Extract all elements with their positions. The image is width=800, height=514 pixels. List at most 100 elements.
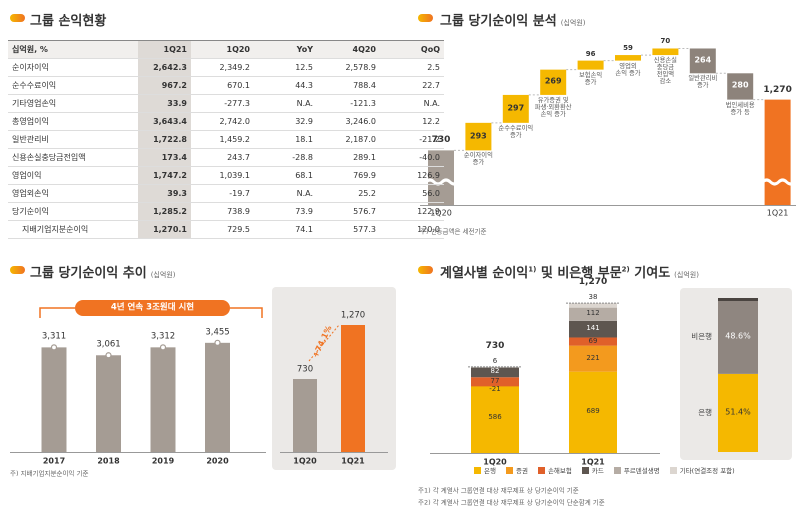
title-part: 그룹 당기순이익 분석 — [440, 14, 557, 29]
value-label: 1,270 — [340, 310, 366, 321]
unit-label: (십억원) — [560, 19, 586, 27]
footnote: 주) 지배기업지분순이익 기준 — [10, 469, 89, 478]
table-cell: 2,578.9 — [317, 58, 380, 77]
row-label: 영업이익 — [8, 166, 138, 185]
legend-label: 푸르덴셜생명 — [623, 467, 660, 475]
title-text: 그룹 당기순이익 추이 — [30, 262, 147, 281]
x-tick-label: 2018 — [97, 456, 120, 466]
category-label: 영업외 손익 증가 — [615, 62, 641, 77]
bar — [293, 379, 317, 452]
delta-bar — [540, 69, 567, 95]
legend-item: 카드 — [581, 465, 604, 475]
segment-name: 은행 — [698, 407, 712, 417]
table-cell: -21.2 — [380, 130, 444, 149]
table-cell: 3,246.0 — [317, 112, 380, 131]
table-cell: 1,270.1 — [138, 220, 191, 239]
table-cell: 120.0 — [380, 220, 444, 239]
legend-label: 증권 — [515, 467, 528, 475]
row-label: 당기순이익 — [8, 202, 138, 221]
value-label: 297 — [507, 103, 525, 113]
value-label: 3,311 — [41, 331, 67, 342]
banner-bracket — [39, 307, 263, 318]
table-cell: 577.3 — [317, 220, 380, 239]
table-cell: 967.2 — [138, 76, 191, 95]
table-cell: 2,349.2 — [191, 58, 254, 77]
category-label: 신용손실 충당금 전입액 감소 — [653, 57, 677, 85]
table-cell: 3,643.4 — [138, 112, 191, 131]
stack-segment — [569, 303, 617, 308]
title-icon — [10, 14, 25, 22]
total-label: 1,270 — [578, 277, 608, 288]
table-cell: -40.0 — [380, 148, 444, 167]
category-label: 순이자이익 증가 — [463, 152, 493, 167]
panel-title: 그룹 당기순이익 분석 (십억원) — [440, 10, 586, 29]
table-cell: 173.4 — [138, 148, 191, 167]
title-part: 그룹 당기순이익 추이 — [30, 266, 147, 281]
footnote: 주2) 각 계열사 그룹연결 대상 재무제표 상 당기순이익 단순합계 기준 — [418, 498, 605, 507]
bar-cap — [718, 298, 758, 301]
total-label: 730 — [485, 340, 505, 351]
category-label: 법인세비용 증가 등 — [725, 101, 755, 116]
table-cell: 1,039.1 — [191, 166, 254, 185]
table-cell: 243.7 — [191, 148, 254, 167]
segment-label: 586 — [488, 413, 502, 422]
stack-segment — [569, 345, 617, 372]
value-label: 59 — [623, 44, 633, 53]
legend-label: 손해보험 — [547, 467, 572, 475]
table-cell: 2.5 — [380, 58, 444, 77]
title-part: 계열사별 순이익 — [440, 266, 529, 281]
table-cell: 769.9 — [317, 166, 380, 185]
row-label: 신용손실충당금전입액 — [8, 148, 138, 167]
segment-label: 51.4% — [725, 407, 751, 417]
table-row: 영업이익 1,747.2 1,039.1 68.1 769.9 126.9 — [8, 166, 444, 185]
stack-segment — [718, 300, 758, 374]
delta-bar — [502, 94, 529, 123]
legend-label: 기타(연결조정 포함) — [679, 467, 735, 475]
table-cell: 12.2 — [380, 112, 444, 131]
stack-segment — [471, 383, 519, 453]
row-label: 순이자이익 — [8, 58, 138, 77]
table-row: 영업외손익 39.3 -19.7 N.A. 25.2 56.0 — [8, 184, 444, 203]
table-cell: 576.7 — [317, 202, 380, 221]
legend-label: 카드 — [591, 467, 604, 475]
table-cell: -28.8 — [254, 148, 317, 167]
table-cell: 56.0 — [380, 184, 444, 203]
table-cell: 1,459.2 — [191, 130, 254, 149]
row-label: 기타영업손익 — [8, 94, 138, 113]
title-text: 그룹 손익현황 — [30, 10, 106, 29]
table-row: 신용손실충당금전입액 173.4 243.7 -28.8 289.1 -40.0 — [8, 148, 444, 167]
stack-segment — [569, 307, 617, 321]
stack-segment — [471, 367, 519, 378]
value-label: 70 — [660, 37, 671, 46]
row-label: 영업외손익 — [8, 184, 138, 203]
title-icon — [418, 14, 433, 22]
bar-dot — [50, 344, 58, 351]
title-part: 및 비은행 부문 — [536, 266, 622, 281]
segment-label: 69 — [588, 336, 598, 345]
segment-label: 38 — [588, 293, 598, 302]
table-cell: 788.4 — [317, 76, 380, 95]
segment-label: 141 — [586, 324, 600, 333]
table-cell: 68.1 — [254, 166, 317, 185]
segment-label: 77 — [490, 376, 500, 385]
category-label: 순수수료이익 증가 — [498, 124, 534, 139]
x-tick-label: 2019 — [151, 456, 175, 466]
bar — [205, 342, 230, 452]
table-cell: N.A. — [254, 94, 317, 113]
table-cell: 729.5 — [191, 220, 254, 239]
delta-bar — [652, 48, 679, 56]
inset-background — [272, 287, 396, 470]
legend-item: 은행 — [474, 465, 496, 475]
delta-bar — [465, 122, 492, 151]
title-part: 1) — [528, 265, 537, 274]
category-label: 보험손익 증가 — [579, 71, 603, 86]
table-cell: 33.9 — [138, 94, 191, 113]
segment-label: 82 — [490, 367, 500, 376]
row-label: 일반관리비 — [8, 130, 138, 149]
delta-bar — [615, 55, 641, 61]
table-cell: N.A. — [254, 184, 317, 203]
table-cell: 25.2 — [317, 184, 380, 203]
delta-bar — [577, 60, 604, 70]
column-header: 1Q21 — [138, 40, 191, 59]
